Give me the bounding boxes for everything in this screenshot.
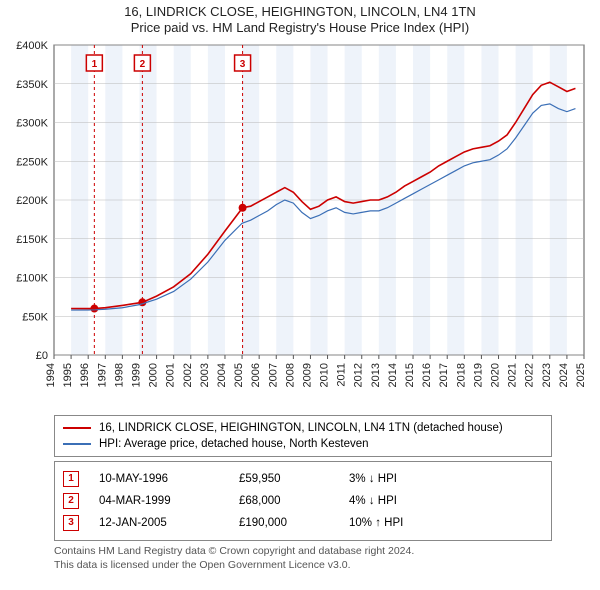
event-delta: 3% ↓ HPI: [349, 473, 397, 485]
svg-text:2016: 2016: [421, 363, 433, 387]
legend-item: HPI: Average price, detached house, Nort…: [63, 436, 543, 452]
svg-text:£250K: £250K: [16, 156, 48, 168]
legend-label: 16, LINDRICK CLOSE, HEIGHINGTON, LINCOLN…: [99, 422, 503, 434]
svg-text:1999: 1999: [130, 363, 142, 387]
svg-text:2005: 2005: [233, 363, 245, 387]
svg-text:2001: 2001: [165, 363, 177, 387]
svg-text:£200K: £200K: [16, 195, 48, 207]
svg-text:£400K: £400K: [16, 40, 48, 52]
svg-text:2: 2: [140, 59, 146, 70]
svg-text:2012: 2012: [353, 363, 365, 387]
footer-line1: Contains HM Land Registry data © Crown c…: [54, 545, 534, 559]
event-row: 1 10-MAY-1996£59,9503% ↓ HPI: [63, 468, 543, 490]
svg-text:2021: 2021: [507, 363, 519, 387]
svg-text:2019: 2019: [472, 363, 484, 387]
svg-text:3: 3: [240, 59, 246, 70]
svg-text:1997: 1997: [96, 363, 108, 387]
svg-text:2017: 2017: [438, 363, 450, 387]
chart-area: £0 £50K £100K £150K £200K £250K £300K £350K £400…: [4, 39, 596, 409]
event-row: 2 04-MAR-1999£68,0004% ↓ HPI: [63, 490, 543, 512]
svg-text:2010: 2010: [319, 363, 331, 387]
svg-text:2018: 2018: [455, 363, 467, 387]
svg-text:£100K: £100K: [16, 273, 48, 285]
event-price: £59,950: [239, 473, 349, 485]
svg-text:1: 1: [92, 59, 98, 70]
svg-text:2011: 2011: [336, 363, 348, 387]
event-date: 04-MAR-1999: [99, 495, 239, 507]
svg-text:2002: 2002: [182, 363, 194, 387]
svg-text:£300K: £300K: [16, 118, 48, 130]
chart-title-line1: 16, LINDRICK CLOSE, HEIGHINGTON, LINCOLN…: [4, 4, 596, 20]
svg-text:2023: 2023: [541, 363, 553, 387]
svg-text:2015: 2015: [404, 363, 416, 387]
svg-text:2000: 2000: [148, 363, 160, 387]
svg-text:£0: £0: [36, 350, 48, 362]
event-price: £68,000: [239, 495, 349, 507]
svg-text:2020: 2020: [490, 363, 502, 387]
legend-label: HPI: Average price, detached house, Nort…: [99, 438, 369, 450]
svg-text:2022: 2022: [524, 363, 536, 387]
svg-text:2024: 2024: [558, 363, 570, 387]
events-table: 1 10-MAY-1996£59,9503% ↓ HPI 2 04-MAR-1999£…: [54, 461, 552, 541]
svg-text:2014: 2014: [387, 363, 399, 387]
footer-line2: This data is licensed under the Open Gov…: [54, 559, 534, 573]
svg-text:2008: 2008: [284, 363, 296, 387]
svg-text:2004: 2004: [216, 363, 228, 387]
chart-title-line2: Price paid vs. HM Land Registry's House …: [4, 20, 596, 36]
svg-text:2025: 2025: [575, 363, 587, 387]
svg-text:1998: 1998: [113, 363, 125, 387]
event-marker: 1: [63, 471, 79, 487]
event-row: 3 12-JAN-2005£190,00010% ↑ HPI: [63, 512, 543, 534]
legend-item: 16, LINDRICK CLOSE, HEIGHINGTON, LINCOLN…: [63, 420, 543, 436]
svg-text:£350K: £350K: [16, 79, 48, 91]
legend-swatch: [63, 427, 91, 429]
svg-text:1994: 1994: [45, 363, 57, 387]
line-chart-svg: £0 £50K £100K £150K £200K £250K £300K £350K £400…: [4, 39, 596, 409]
event-marker: 2: [63, 493, 79, 509]
event-date: 10-MAY-1996: [99, 473, 239, 485]
svg-text:2007: 2007: [267, 363, 279, 387]
svg-text:£50K: £50K: [22, 311, 48, 323]
svg-text:2003: 2003: [199, 363, 211, 387]
svg-text:1996: 1996: [79, 363, 91, 387]
svg-text:2006: 2006: [250, 363, 262, 387]
svg-text:2009: 2009: [301, 363, 313, 387]
event-marker: 3: [63, 515, 79, 531]
svg-text:2013: 2013: [370, 363, 382, 387]
footer-attribution: Contains HM Land Registry data © Crown c…: [54, 545, 534, 572]
event-delta: 10% ↑ HPI: [349, 517, 403, 529]
legend: 16, LINDRICK CLOSE, HEIGHINGTON, LINCOLN…: [54, 415, 552, 457]
event-date: 12-JAN-2005: [99, 517, 239, 529]
legend-swatch: [63, 443, 91, 445]
svg-text:1995: 1995: [62, 363, 74, 387]
event-delta: 4% ↓ HPI: [349, 495, 397, 507]
chart-page: { "title_line1": "16, LINDRICK CLOSE, HE…: [0, 0, 600, 576]
svg-text:£150K: £150K: [16, 234, 48, 246]
event-price: £190,000: [239, 517, 349, 529]
